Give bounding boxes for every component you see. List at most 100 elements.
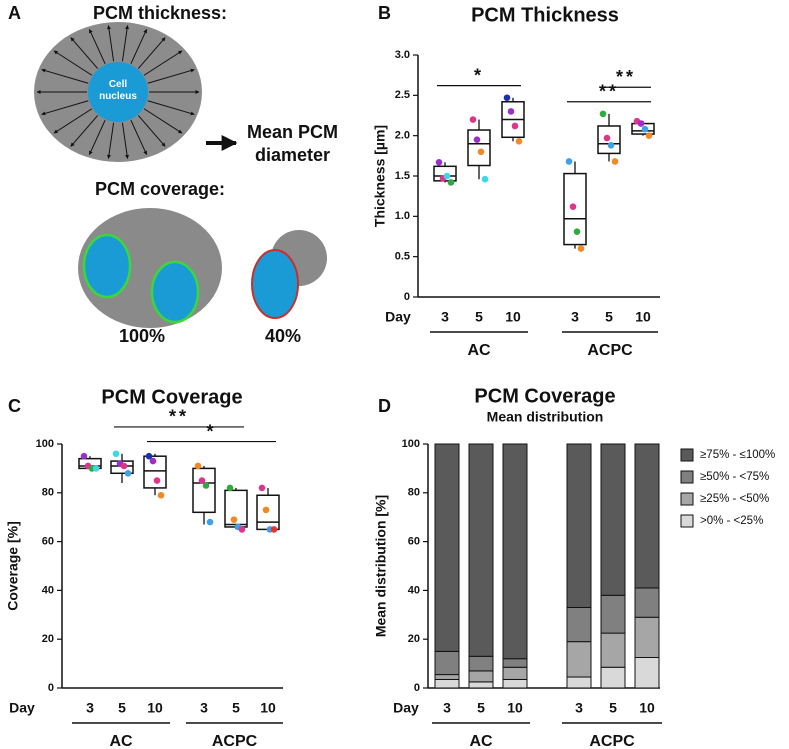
chart-title: PCM Coverage [101,386,242,408]
radial-arrow [143,108,183,134]
radial-arrow [53,50,93,76]
bar-segment [566,606,592,643]
nucleus-label: Cell nucleus [99,79,137,102]
radial-arrow [143,50,183,76]
x-tick-label: 10 [639,700,655,716]
data-point [645,132,653,139]
x-tick-label: 3 [441,309,449,325]
bar-segment [434,674,460,680]
data-point [124,469,132,477]
data-point [573,228,581,235]
data-point [112,450,120,458]
box [467,129,491,167]
data-point [230,516,238,523]
y-tick-label: 0 [414,682,420,694]
radial-arrow [106,25,115,62]
significance: * [474,65,484,85]
radial-arrow [147,100,195,116]
radial-arrow [106,122,115,159]
section-title: PCM thickness: [93,3,227,23]
data-point [206,518,214,526]
x-tick-label: 3 [200,700,208,716]
data-point [92,465,100,472]
coverage-example: 100% [119,326,165,346]
x-tick-label: 3 [575,700,583,716]
nucleus [82,233,132,299]
y-tick-label: 80 [408,487,420,499]
y-tick-label: 20 [408,633,420,645]
legend-swatch [680,514,694,528]
y-axis-label: Mean distribution [%] [373,495,389,637]
x-tick-label: 5 [232,700,240,716]
bar-segment [502,443,528,660]
data-point [262,506,270,514]
bar-segment [600,666,626,689]
data-point [198,477,206,484]
radial-arrow [41,100,89,116]
x-tick-label: 10 [635,309,651,325]
chart-title: PCM Thickness [471,4,619,26]
y-tick-label: 0.5 [395,251,410,263]
x-tick-label: 10 [260,700,276,716]
arrow-label: Mean PCM diameter [246,122,338,165]
radial-arrow [121,25,130,62]
y-tick-label: 1.5 [395,170,410,182]
chart-subtitle: Mean distribution [487,409,604,425]
data-point [641,125,649,133]
legend-swatch [680,448,694,462]
legend-label: ≥75% - ≤100% [700,449,775,461]
y-tick-label: 0 [404,291,410,303]
y-tick-label: 20 [42,633,54,645]
x-tick-label: 3 [86,700,94,716]
data-point [503,94,511,102]
box [563,172,587,246]
y-tick-label: 60 [408,536,420,548]
group-label: ACPC [589,733,635,749]
radial-arrow [147,68,195,84]
data-point [481,175,489,183]
x-tick-label: 10 [505,309,521,325]
bar-segment [634,657,660,689]
y-tick-label: 40 [408,584,420,596]
chart-title: PCM Coverage [474,385,615,407]
bar-segment [468,681,494,689]
radial-arrow [41,68,89,84]
legend-swatch [680,492,694,506]
group-label: ACPC [587,342,633,359]
x-tick-label: 3 [443,700,451,716]
y-tick-label: 1.0 [395,210,410,222]
group-label: AC [469,733,493,749]
x-tick-label: 10 [507,700,523,716]
y-tick-label: 100 [36,438,54,450]
data-point [226,484,234,492]
y-axis-label: Thickness [µm] [372,125,388,227]
radial-arrow [137,115,166,147]
bar-segment [502,658,528,668]
bar-segment [566,676,592,689]
radial-arrow [70,37,99,69]
data-point [435,158,443,166]
data-point [145,452,153,460]
significance: ** [169,407,189,427]
bar-segment [468,670,494,683]
data-point [611,158,619,165]
coverage-example: 40% [265,326,301,346]
bar-segment [566,443,592,608]
x-tick-label: 5 [475,309,483,325]
box [597,125,621,155]
bar-segment [502,666,528,680]
data-point [515,138,523,145]
radial-arrow [70,115,99,147]
bar-segment [434,650,460,676]
x-tick-label: 3 [571,309,579,325]
legend-label: ≥50% - <75% [700,471,769,483]
bar-segment [434,443,460,652]
data-point [599,110,607,118]
x-axis-label: Day [9,700,35,716]
radial-arrow [137,37,166,69]
group-label: ACPC [212,733,258,749]
data-point [202,482,210,489]
data-point [270,526,278,533]
